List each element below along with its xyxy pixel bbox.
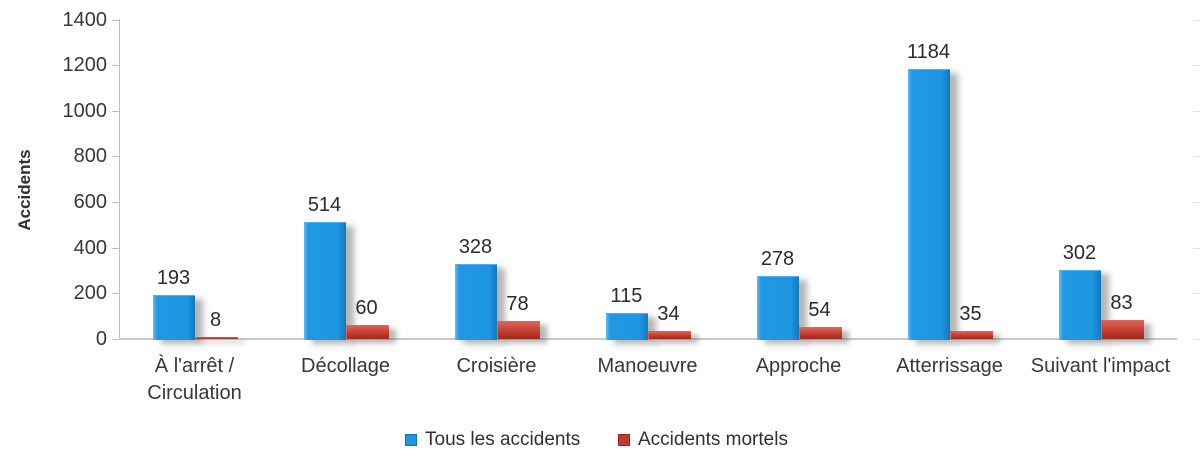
y-tick-label: 200 bbox=[73, 282, 107, 304]
y-axis-line bbox=[119, 19, 120, 339]
value-label-tous-les-accidents: 278 bbox=[760, 248, 795, 270]
value-label-tous-les-accidents: 1184 bbox=[906, 41, 950, 63]
y-right-tick-mark bbox=[1193, 202, 1200, 203]
y-axis-title: Accidents bbox=[15, 149, 34, 231]
y-right-tick-mark bbox=[1193, 293, 1200, 294]
y-right-tick-mark bbox=[1193, 248, 1200, 249]
bar-accidents-mortels bbox=[647, 331, 691, 339]
y-right-tick-mark bbox=[1193, 156, 1200, 157]
y-tick-label: 800 bbox=[73, 145, 107, 167]
category-label: Manoeuvre bbox=[597, 355, 698, 377]
y-tick-label: 1000 bbox=[62, 100, 108, 122]
bar-accidents-mortels bbox=[496, 321, 540, 339]
bar-accidents-mortels bbox=[1100, 320, 1144, 339]
legend-label: Tous les accidents bbox=[425, 429, 581, 450]
value-label-accidents-mortels: 60 bbox=[355, 297, 378, 319]
y-tick-mark bbox=[112, 156, 119, 157]
y-tick-mark bbox=[112, 339, 119, 340]
value-label-accidents-mortels: 54 bbox=[808, 299, 831, 321]
y-right-tick-mark bbox=[1193, 339, 1200, 340]
legend-item-tous-les-accidents: Tous les accidents bbox=[405, 427, 580, 453]
y-right-tick-mark bbox=[1193, 111, 1200, 112]
y-right-tick-mark bbox=[1193, 20, 1200, 21]
y-tick-label: 1400 bbox=[62, 9, 108, 31]
bar-tous-les-accidents bbox=[454, 264, 497, 340]
legend-swatch-blue bbox=[405, 434, 417, 446]
bar-accidents-mortels bbox=[194, 337, 238, 339]
value-label-tous-les-accidents: 328 bbox=[458, 236, 493, 258]
bar-tous-les-accidents bbox=[1058, 270, 1101, 340]
legend-item-accidents-mortels: Accidents mortels bbox=[618, 427, 788, 453]
value-label-tous-les-accidents: 302 bbox=[1062, 242, 1097, 264]
y-tick-label: 0 bbox=[95, 328, 107, 350]
x-axis-line bbox=[119, 338, 1177, 340]
y-tick-label: 1200 bbox=[62, 54, 108, 76]
legend: Tous les accidents Accidents mortels bbox=[0, 427, 1200, 453]
value-label-tous-les-accidents: 514 bbox=[307, 194, 342, 216]
value-label-accidents-mortels: 34 bbox=[657, 303, 680, 325]
value-label-accidents-mortels: 8 bbox=[209, 309, 222, 331]
category-label: À l'arrêt / Circulation bbox=[147, 355, 242, 404]
category-label: Décollage bbox=[301, 355, 390, 377]
y-tick-mark bbox=[112, 20, 119, 21]
category-label: Croisière bbox=[456, 355, 537, 377]
value-label-accidents-mortels: 78 bbox=[506, 293, 529, 315]
value-label-accidents-mortels: 83 bbox=[1110, 292, 1133, 314]
bar-accidents-mortels bbox=[798, 327, 842, 339]
category-label: Suivant l'impact bbox=[1030, 355, 1171, 377]
y-tick-mark bbox=[112, 65, 119, 66]
legend-label: Accidents mortels bbox=[638, 429, 788, 450]
category-label: Approche bbox=[755, 355, 842, 377]
bar-accidents-mortels bbox=[345, 325, 389, 339]
legend-swatch-red bbox=[618, 434, 630, 446]
y-tick-mark bbox=[112, 202, 119, 203]
bar-tous-les-accidents bbox=[605, 313, 648, 340]
value-label-accidents-mortels: 35 bbox=[959, 303, 982, 325]
y-tick-label: 400 bbox=[73, 237, 107, 259]
bar-tous-les-accidents bbox=[152, 295, 195, 340]
bar-accidents-mortels bbox=[949, 331, 993, 339]
category-label: Atterrissage bbox=[896, 355, 1003, 377]
y-tick-mark bbox=[112, 293, 119, 294]
value-label-tous-les-accidents: 115 bbox=[610, 285, 643, 307]
y-tick-label: 600 bbox=[73, 191, 107, 213]
bar-tous-les-accidents bbox=[756, 276, 799, 340]
y-tick-mark bbox=[112, 248, 119, 249]
bar-tous-les-accidents bbox=[303, 222, 346, 340]
y-tick-mark bbox=[112, 111, 119, 112]
y-right-tick-mark bbox=[1193, 65, 1200, 66]
value-label-tous-les-accidents: 193 bbox=[156, 267, 191, 289]
bar-tous-les-accidents bbox=[907, 69, 950, 340]
